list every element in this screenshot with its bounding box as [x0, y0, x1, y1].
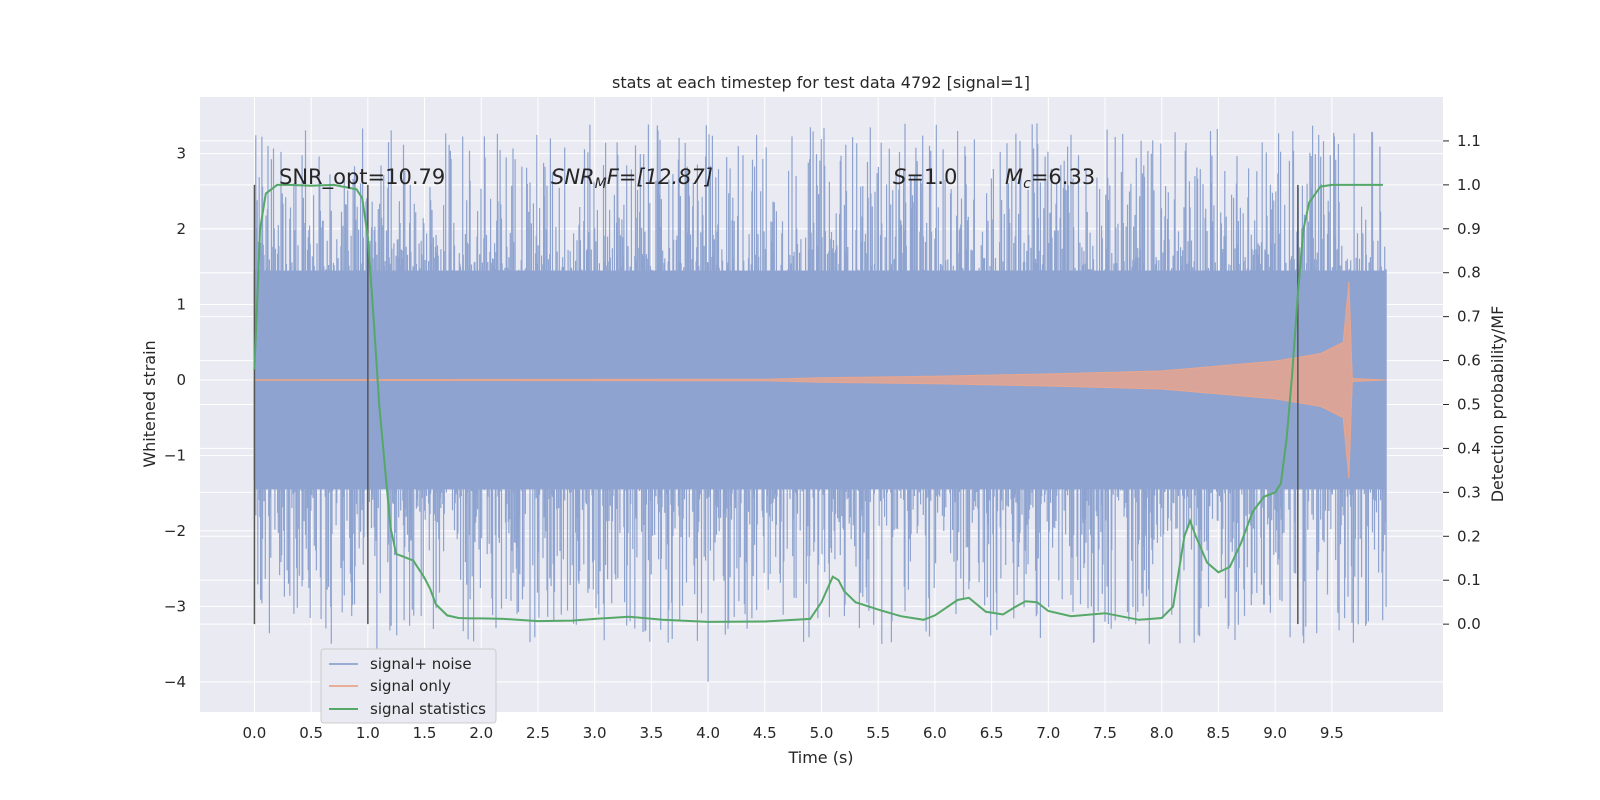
x-tick-label: 5.5	[866, 724, 890, 742]
y-right-tick-label: 0.4	[1457, 439, 1481, 457]
stats-line	[253, 183, 1383, 623]
x-tick-label: 2.5	[526, 724, 550, 742]
y-right-axis-label: Detection probability/MF	[1488, 306, 1507, 503]
signal-only-series	[253, 281, 1387, 479]
chart-title: stats at each timestep for test data 479…	[612, 73, 1030, 92]
annotation-snr-mf-value: F=[12.87]	[607, 165, 713, 189]
y-tick-label: −2	[164, 522, 186, 540]
y-tick-label: −3	[164, 597, 186, 615]
x-tick-label: 3.0	[583, 724, 607, 742]
y-right-tick-label: 0.9	[1457, 220, 1481, 238]
x-tick-label: 8.5	[1207, 724, 1231, 742]
y-right-tick-label: 0.6	[1457, 352, 1481, 370]
annotation-s-value: =1.0	[906, 165, 957, 189]
annotation-mc-value: =6.33	[1031, 165, 1095, 189]
x-tick-label: 1.0	[356, 724, 380, 742]
x-tick-label: 9.5	[1320, 724, 1344, 742]
y-tick-label: −1	[164, 446, 186, 464]
y-tick-label: −4	[164, 673, 186, 691]
y-tick-label: 3	[176, 145, 186, 163]
annotation-snr-mf-subscript: M	[595, 176, 607, 192]
annotation-s-symbol: S	[893, 165, 906, 189]
x-tick-label: 1.5	[413, 724, 437, 742]
y-right-tick-label: 0.1	[1457, 571, 1481, 589]
annotation-snr-mf-symbol: SNR	[551, 165, 595, 189]
x-tick-label: 2.0	[469, 724, 493, 742]
x-tick-label: 6.0	[923, 724, 947, 742]
event-markers	[253, 184, 1299, 625]
y-right-tick-label: 1.0	[1457, 176, 1481, 194]
x-tick-label: 9.0	[1263, 724, 1287, 742]
y-tick-label: 2	[176, 220, 186, 238]
x-axis-label: Time (s)	[787, 748, 853, 767]
x-tick-label: 7.0	[1036, 724, 1060, 742]
x-tick-label: 6.5	[980, 724, 1004, 742]
y-right-tick-label: 0.7	[1457, 308, 1481, 326]
x-tick-label: 0.0	[243, 724, 267, 742]
y-right-tick-label: 0.0	[1457, 615, 1481, 633]
legend: signal+ noise signal only signal statist…	[320, 648, 497, 724]
x-tick-label: 8.0	[1150, 724, 1174, 742]
y-right-tick-label: 0.2	[1457, 527, 1481, 545]
annotation-snr-mf: SNRMF=[12.87]	[551, 165, 713, 192]
x-tick-label: 0.5	[299, 724, 323, 742]
annotation-mc-symbol: M	[1005, 165, 1023, 189]
axis-ticks: 0.0 0.5 1.0 1.5 2.0 2.5 3.0 3.5 4.0 4.5 5.0 5.5 6.0 6…	[164, 132, 1481, 742]
legend-label-signal: signal only	[370, 677, 451, 695]
annotation-mc: Mc=6.33	[1005, 165, 1095, 192]
y-axis-label: Whitened strain	[140, 340, 159, 467]
signal-statistics-series	[253, 183, 1383, 623]
y-right-tick-label: 0.8	[1457, 264, 1481, 282]
y-right-tick-label: 0.3	[1457, 483, 1481, 501]
legend-box	[320, 648, 497, 724]
x-tick-label: 4.5	[753, 724, 777, 742]
x-tick-label: 7.5	[1093, 724, 1117, 742]
y-right-tick-label: 0.5	[1457, 396, 1481, 414]
y-right-tick-label: 1.1	[1457, 132, 1481, 150]
x-tick-label: 5.0	[810, 724, 834, 742]
annotation-mc-subscript: c	[1023, 176, 1031, 192]
annotation-snr-opt: SNR_opt=10.79	[279, 165, 445, 190]
x-tick-label: 4.0	[696, 724, 720, 742]
x-tick-label: 3.5	[639, 724, 663, 742]
legend-label-stats: signal statistics	[370, 700, 486, 718]
annotation-s: S=1.0	[893, 165, 957, 189]
y-tick-label: 1	[176, 296, 186, 314]
y-tick-label: 0	[176, 371, 186, 389]
legend-label-noise: signal+ noise	[370, 655, 472, 673]
signal-envelope	[253, 281, 1387, 479]
